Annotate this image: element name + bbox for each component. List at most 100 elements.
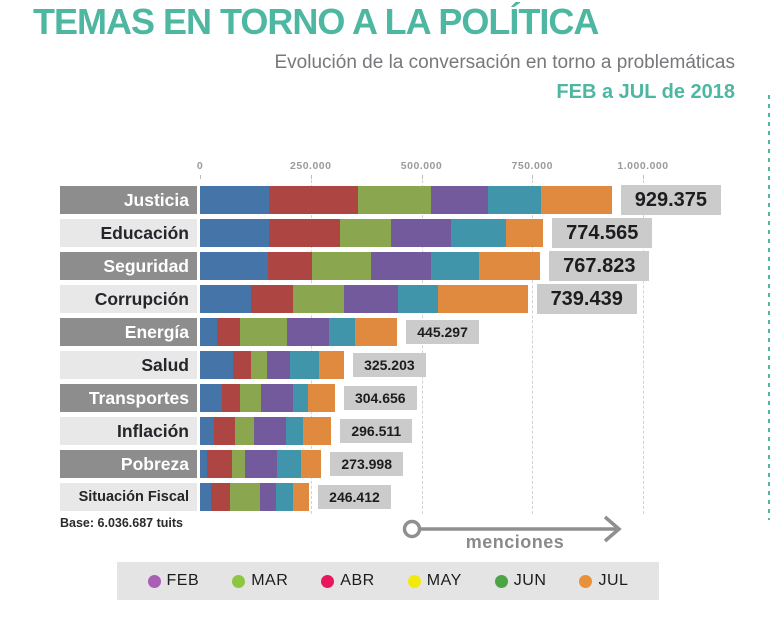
bar-segment-feb: [200, 417, 215, 445]
x-axis-tick-0: 0: [196, 160, 204, 172]
legend: FEB MAR ABR MAY JUN JUL: [117, 562, 659, 600]
bar-segment-jul: [541, 186, 612, 214]
bar-segment-jul: [506, 219, 544, 247]
legend-item-mar: MAR: [232, 572, 288, 590]
bar-segment-abr: [235, 417, 255, 445]
legend-item-abr: ABR: [321, 572, 374, 590]
bar-segment-may: [254, 417, 287, 445]
legend-dot-feb: [147, 574, 161, 588]
bar-segment-jul: [307, 384, 335, 412]
bar-segment-jul: [437, 285, 528, 313]
bar-segment-jun: [286, 417, 304, 445]
legend-dot-jul: [579, 574, 593, 588]
row-label-pobreza: Pobreza: [60, 450, 197, 478]
bar-segment-abr: [312, 252, 372, 280]
legend-dot-jun: [494, 574, 508, 588]
x-axis-tick-1.000.000: 1.000.000: [617, 160, 669, 172]
bar-segment-jul: [292, 483, 310, 511]
bar-segment-feb: [200, 318, 217, 346]
bar-segment-abr: [251, 351, 267, 379]
legend-item-feb: FEB: [147, 572, 200, 590]
legend-label-abr: ABR: [340, 572, 375, 589]
bar-segment-may: [260, 384, 293, 412]
value-label-pobreza: 273.998: [330, 452, 403, 476]
bar-pobreza: [200, 450, 322, 478]
bar-situacion-fiscal: [200, 483, 310, 511]
bar-segment-mar: [207, 450, 233, 478]
bar-segment-jun: [450, 219, 506, 247]
x-axis-label: menciones: [465, 532, 565, 552]
row-label-seguridad: Seguridad: [60, 252, 197, 280]
legend-item-jul: JUL: [579, 572, 628, 590]
bar-segment-feb: [200, 450, 208, 478]
bar-segment-jun: [329, 318, 356, 346]
legend-item-jun: JUN: [494, 572, 547, 590]
bar-segment-jul: [479, 252, 541, 280]
bar-inflacion: [200, 417, 332, 445]
legend-item-may: MAY: [407, 572, 462, 590]
bar-segment-jun: [488, 186, 542, 214]
bar-segment-jul: [301, 450, 322, 478]
row-label-situacion-fiscal: Situación Fiscal: [60, 483, 197, 511]
value-label-transportes: 304.656: [343, 386, 417, 410]
bar-segment-mar: [269, 219, 341, 247]
x-axis-tickmark: [200, 175, 201, 179]
row-label-salud: Salud: [60, 351, 197, 379]
bar-segment-may: [286, 318, 330, 346]
bar-segment-mar: [250, 285, 293, 313]
value-label-situacion-fiscal: 246.412: [318, 485, 391, 509]
page-title: TEMAS EN TORNO A LA POLÍTICA: [33, 1, 599, 42]
bar-segment-abr: [357, 186, 431, 214]
legend-label-mar: MAR: [251, 572, 289, 589]
bar-segment-abr: [239, 318, 287, 346]
value-label-corrupcion: 739.439: [536, 284, 637, 314]
bar-segment-mar: [211, 483, 231, 511]
value-label-salud: 325.203: [353, 353, 426, 377]
bar-segment-jun: [397, 285, 438, 313]
bar-segment-jun: [292, 384, 308, 412]
legend-dot-abr: [321, 574, 335, 588]
base-note: Base: 6.036.687 tuits: [60, 516, 183, 530]
row-label-justicia: Justicia: [60, 186, 197, 214]
bar-salud: [200, 351, 345, 379]
legend-label-may: MAY: [426, 572, 462, 589]
bar-segment-mar: [216, 318, 240, 346]
bar-transportes: [200, 384, 335, 412]
bar-segment-mar: [269, 186, 358, 214]
bar-seguridad: [200, 252, 541, 280]
bar-segment-feb: [200, 186, 270, 214]
bar-segment-feb: [200, 285, 251, 313]
bar-segment-may: [390, 219, 451, 247]
bar-segment-mar: [221, 384, 240, 412]
value-label-seguridad: 767.823: [549, 251, 650, 281]
legend-label-jun: JUN: [513, 572, 547, 589]
x-axis-tick-750.000: 750.000: [511, 160, 553, 172]
bar-educacion: [200, 219, 544, 247]
bar-segment-mar: [233, 351, 252, 379]
mentions-axis-arrow: [402, 515, 622, 543]
bar-segment-feb: [200, 351, 233, 379]
decorative-dotted-border: [768, 95, 770, 520]
x-axis-tickmark: [421, 175, 423, 179]
gridline: [421, 180, 423, 514]
bar-segment-abr: [239, 384, 261, 412]
legend-dot-may: [407, 574, 421, 588]
bar-segment-jul: [303, 417, 332, 445]
bar-segment-jun: [289, 351, 319, 379]
x-axis-tickmark: [532, 175, 534, 179]
bar-segment-may: [343, 285, 398, 313]
legend-label-jul: JUL: [598, 572, 629, 589]
bar-segment-abr: [292, 285, 344, 313]
bar-energia: [200, 318, 398, 346]
value-label-energia: 445.297: [406, 320, 479, 344]
bar-segment-feb: [200, 252, 268, 280]
x-axis-tickmark: [643, 175, 644, 179]
bar-segment-jul: [319, 351, 345, 379]
bar-segment-abr: [230, 483, 260, 511]
bar-segment-jul: [355, 318, 398, 346]
bar-segment-may: [245, 450, 278, 478]
chart-period: FEB a JUL de 2018: [556, 81, 735, 103]
row-label-transportes: Transportes: [60, 384, 197, 412]
bar-segment-feb: [200, 483, 212, 511]
